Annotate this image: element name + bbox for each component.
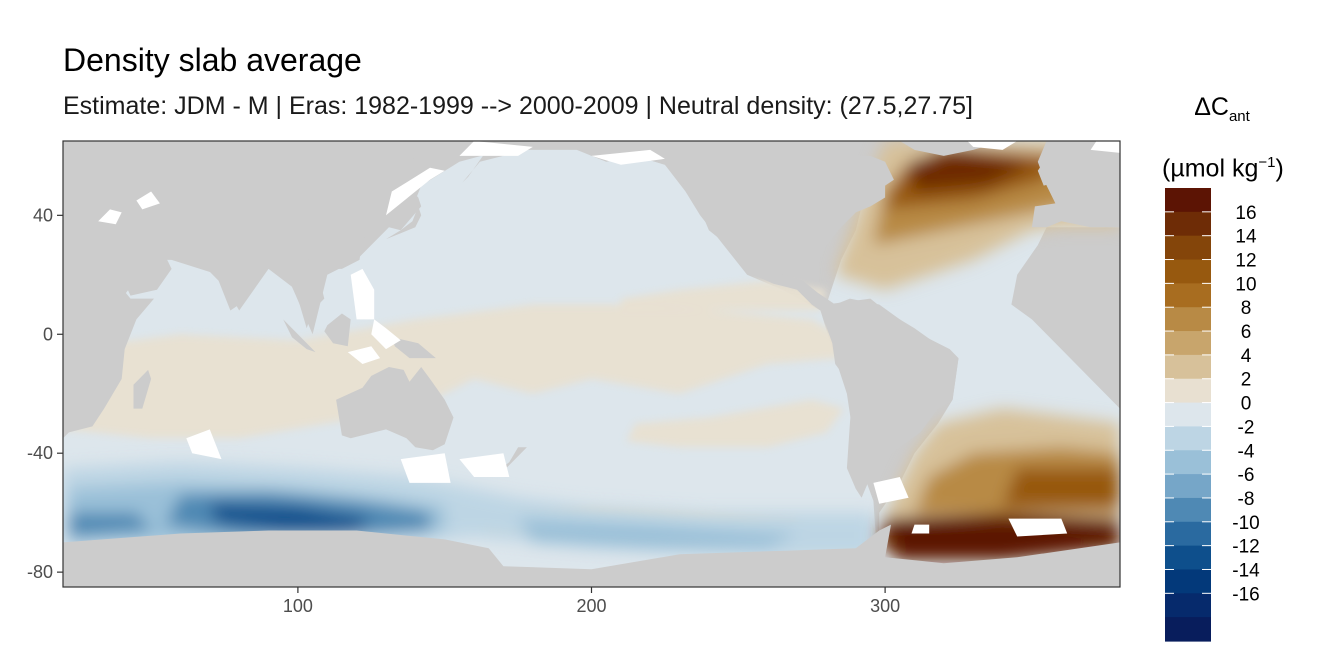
missing-patch-4 (400, 453, 451, 483)
arabia-mass (107, 236, 172, 296)
legend-swatch-3 (1165, 259, 1211, 284)
indochina-mass (274, 251, 328, 329)
legend-label-2: 12 (1235, 251, 1256, 272)
missing-patch-6 (98, 209, 122, 225)
japan-mass (386, 206, 422, 240)
chart-subtitle: Estimate: JDM - M | Eras: 1982-1999 --> … (63, 92, 973, 120)
legend-label-5: 6 (1241, 322, 1252, 343)
australia-mass (336, 367, 454, 451)
legend-label-1: 14 (1235, 227, 1257, 248)
legend-swatch-4 (1165, 283, 1211, 308)
legend-swatch-1 (1165, 211, 1211, 237)
legend-swatch-11 (1165, 450, 1211, 475)
missing-patch-0 (350, 268, 375, 320)
legend-swatch-9 (1165, 402, 1211, 428)
y-axis: 40 0 -40 -80 (27, 205, 63, 582)
beige-region-0 (63, 304, 842, 439)
missing-patch-3 (186, 429, 222, 460)
legend-swatch-14 (1165, 521, 1211, 547)
missing-patch-15 (967, 141, 1018, 150)
newguinea-mass (391, 337, 436, 359)
y-tick-label-0: 0 (43, 324, 53, 344)
legend-label-14: -12 (1232, 537, 1259, 558)
southern-band-strong-1 (68, 512, 152, 537)
legend-swatch-13 (1165, 497, 1211, 523)
x-tick-label-100: 100 (283, 596, 313, 616)
missing-patch-8 (386, 167, 445, 216)
legend-label-6: 4 (1241, 346, 1252, 367)
missing-patch-5 (459, 453, 510, 477)
legend-label-4: 8 (1241, 298, 1252, 319)
legend-symbol: ΔC (1194, 93, 1229, 121)
x-tick-label-200: 200 (576, 596, 606, 616)
india-mass (198, 245, 275, 311)
legend-title: ΔCant (µmol kg−1) (1162, 84, 1284, 191)
legend-swatch-12 (1165, 474, 1211, 499)
legend-unit-exponent: −1 (1258, 154, 1276, 171)
legend-swatch-18 (1165, 617, 1211, 642)
atlantic-intense-0 (908, 149, 1032, 192)
south-america-mass (820, 298, 959, 498)
legend-swatch-5 (1165, 307, 1211, 332)
beige-region-2 (626, 399, 844, 448)
legend-swatch-15 (1165, 545, 1211, 571)
uk-mass (1037, 161, 1065, 186)
missing-patch-12 (1008, 518, 1068, 537)
legend-unit-close: ) (1275, 154, 1284, 183)
legend-label-16: -16 (1232, 584, 1259, 605)
asia-mass (63, 141, 563, 269)
legend-swatch-2 (1165, 235, 1211, 261)
legend-label-13: -10 (1232, 513, 1259, 534)
missing-patch-10 (591, 149, 665, 165)
legend-swatch-17 (1165, 593, 1211, 618)
legend-swatch-0 (1165, 188, 1211, 213)
legend-swatch-6 (1165, 331, 1211, 356)
missing-patch-9 (459, 141, 533, 156)
land-masses (63, 141, 1120, 587)
y-tick-label--80: -80 (27, 562, 53, 582)
map-panel (63, 141, 1120, 587)
legend-swatch-8 (1165, 378, 1211, 404)
legend-unit: (µmol kg (1162, 154, 1259, 183)
missing-patch-2 (347, 346, 381, 364)
legend-label-10: -4 (1238, 441, 1255, 462)
missing-patch-11 (873, 477, 909, 504)
y-tick-label-40: 40 (33, 205, 53, 225)
y-tick-label--40: -40 (27, 443, 53, 463)
legend-label-15: -14 (1232, 560, 1260, 581)
legend-label-7: 2 (1241, 370, 1252, 391)
x-axis: 100 200 300 (283, 587, 900, 616)
x-tick-label-300: 300 (870, 596, 900, 616)
borneo-mass (324, 313, 351, 347)
missing-patch-7 (136, 191, 160, 210)
legend-swatch-7 (1165, 354, 1211, 380)
ocean-field (63, 141, 1120, 587)
chart-title: Density slab average (63, 42, 362, 78)
africa-mass (63, 239, 154, 439)
legend-label-3: 10 (1235, 274, 1256, 295)
madagascar-mass (133, 369, 152, 409)
legend-subscript: ant (1228, 108, 1250, 125)
beige-region-1 (620, 280, 827, 311)
north-america-mass (562, 141, 894, 311)
legend-label-0: 16 (1235, 203, 1256, 224)
missing-patch-13 (911, 524, 930, 534)
missing-patch-14 (1090, 141, 1120, 153)
legend-label-9: -2 (1238, 417, 1255, 438)
newzealand-mass (497, 447, 527, 471)
legend-label-11: -6 (1238, 465, 1255, 486)
antarctica-mass (63, 524, 1120, 587)
atlantic-strong-1 (1002, 468, 1120, 507)
southern-band-core-0 (209, 503, 372, 531)
legend-label-8: 0 (1241, 394, 1252, 415)
southern-negative-band (63, 462, 874, 558)
missing-data-patches (98, 141, 1120, 537)
southern-band-mid-1 (518, 518, 797, 549)
legend-swatch-10 (1165, 426, 1211, 451)
legend-label-12: -8 (1238, 489, 1255, 510)
missing-patch-1 (371, 319, 401, 350)
legend-swatch-16 (1165, 569, 1211, 594)
